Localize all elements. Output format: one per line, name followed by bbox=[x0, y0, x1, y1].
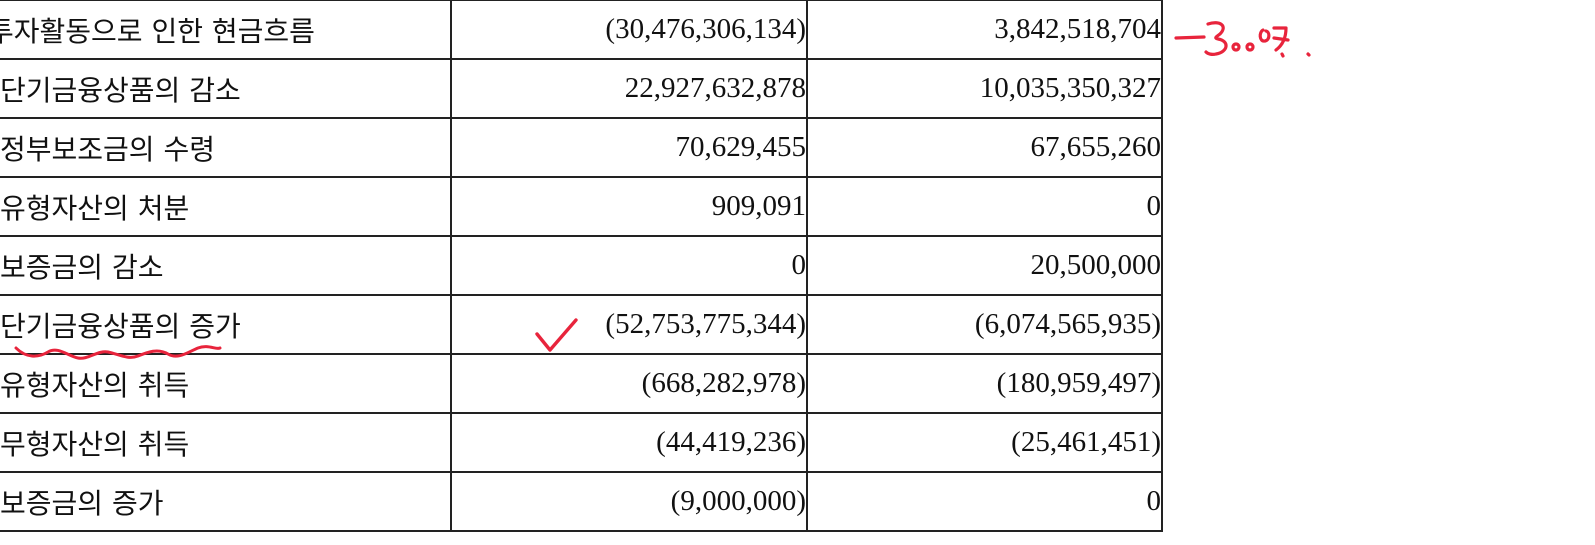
table-row: 무형자산의 취득 (44,419,236) (25,461,451) bbox=[0, 412, 1163, 473]
prior-period-value: 67,655,260 bbox=[806, 117, 1163, 178]
cash-flow-table-container: 투자활동으로 인한 현금흐름 (30,476,306,134) 3,842,51… bbox=[0, 0, 1163, 532]
current-period-value: (52,753,775,344) bbox=[450, 294, 808, 355]
row-label: 투자활동으로 인한 현금흐름 bbox=[0, 0, 452, 60]
table-row: 단기금융상품의 감소 22,927,632,878 10,035,350,327 bbox=[0, 58, 1163, 119]
prior-period-value: 0 bbox=[806, 176, 1163, 237]
row-label: 무형자산의 취득 bbox=[0, 412, 452, 473]
row-label: 유형자산의 처분 bbox=[0, 176, 452, 237]
row-label: 유형자산의 취득 bbox=[0, 353, 452, 414]
prior-period-value: (180,959,497) bbox=[806, 353, 1163, 414]
prior-period-value: (6,074,565,935) bbox=[806, 294, 1163, 355]
current-period-value: (44,419,236) bbox=[450, 412, 808, 473]
prior-period-value: 10,035,350,327 bbox=[806, 58, 1163, 119]
current-period-value: 70,629,455 bbox=[450, 117, 808, 178]
row-label: 단기금융상품의 증가 bbox=[0, 309, 241, 343]
table-row: 보증금의 감소 0 20,500,000 bbox=[0, 235, 1163, 296]
row-label: 보증금의 감소 bbox=[0, 235, 452, 296]
table-row: 단기금융상품의 증가 (52,753,775,344) (6,074,565,9… bbox=[0, 294, 1163, 355]
current-period-value: (668,282,978) bbox=[450, 353, 808, 414]
table-row: 정부보조금의 수령 70,629,455 67,655,260 bbox=[0, 117, 1163, 178]
table-row: 보증금의 증가 (9,000,000) 0 bbox=[0, 471, 1163, 532]
current-period-value: (9,000,000) bbox=[450, 471, 808, 532]
prior-period-value: 3,842,518,704 bbox=[806, 0, 1163, 60]
table-row: 투자활동으로 인한 현금흐름 (30,476,306,134) 3,842,51… bbox=[0, 0, 1163, 60]
row-label: 보증금의 증가 bbox=[0, 471, 452, 532]
current-period-value: 909,091 bbox=[450, 176, 808, 237]
row-label-cell: 단기금융상품의 증가 bbox=[0, 294, 452, 355]
table-row: 유형자산의 취득 (668,282,978) (180,959,497) bbox=[0, 353, 1163, 414]
row-label: 정부보조금의 수령 bbox=[0, 117, 452, 178]
handwritten-note-annotation bbox=[1174, 21, 1311, 58]
prior-period-value: 0 bbox=[806, 471, 1163, 532]
prior-period-value: 20,500,000 bbox=[806, 235, 1163, 296]
current-period-value: 22,927,632,878 bbox=[450, 58, 808, 119]
row-label: 단기금융상품의 감소 bbox=[0, 58, 452, 119]
prior-period-value: (25,461,451) bbox=[806, 412, 1163, 473]
current-period-value: 0 bbox=[450, 235, 808, 296]
current-period-value: (30,476,306,134) bbox=[450, 0, 808, 60]
cash-flow-table: 투자활동으로 인한 현금흐름 (30,476,306,134) 3,842,51… bbox=[0, 0, 1163, 532]
table-row: 유형자산의 처분 909,091 0 bbox=[0, 176, 1163, 237]
